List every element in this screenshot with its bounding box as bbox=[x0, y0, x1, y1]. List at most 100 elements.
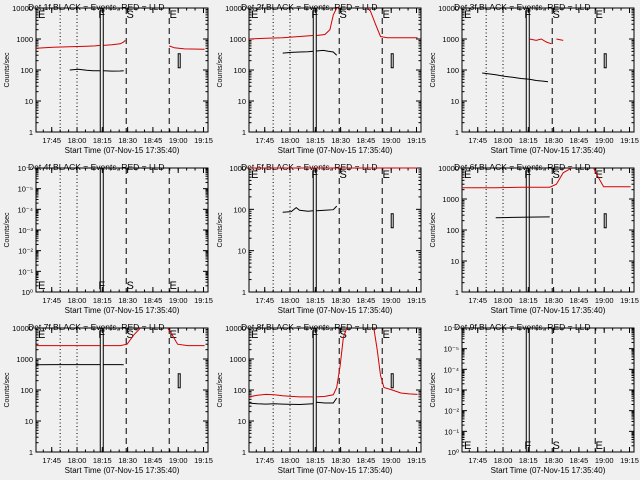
x-tick-label: 18:15 bbox=[93, 136, 112, 145]
y-axis-title: Counts/sec bbox=[430, 372, 437, 408]
series-events-line bbox=[495, 216, 550, 219]
y-tick-label: 10⁻⁵ bbox=[444, 345, 459, 354]
series-lld-line bbox=[366, 7, 418, 39]
x-tick-label: 19:00 bbox=[595, 136, 614, 145]
marker-label-e: E bbox=[596, 440, 603, 452]
x-tick-label: 19:00 bbox=[382, 456, 401, 465]
x-tick-label: 18:30 bbox=[118, 136, 137, 145]
y-tick-label: 10000 bbox=[12, 4, 33, 13]
marker-label-e: E bbox=[170, 9, 177, 21]
y-tick-label: 10 bbox=[238, 417, 246, 426]
y-tick-label: 10⁰ bbox=[22, 288, 33, 297]
panel-title: Det 2f BLACK = Events, RED = LLD bbox=[241, 2, 378, 12]
y-tick-label: 10⁻³ bbox=[444, 386, 459, 395]
x-tick-label: 17:45 bbox=[255, 456, 274, 465]
series-events-line bbox=[248, 402, 314, 406]
x-tick-label: 18:30 bbox=[118, 296, 137, 305]
marker-label-e: E bbox=[464, 440, 471, 452]
marker-label-e: E bbox=[596, 9, 603, 21]
y-tick-label: 10⁻³ bbox=[18, 226, 33, 235]
x-tick-label: 17:45 bbox=[255, 296, 274, 305]
y-tick-label: 100 bbox=[446, 226, 459, 235]
marker-label-f: F bbox=[524, 9, 531, 21]
x-tick-label: 18:30 bbox=[331, 296, 350, 305]
x-axis-title: Start Time (07-Nov-15 17:35:40) bbox=[278, 306, 393, 315]
panel-title: Det 8f BLACK = Events, RED = LLD bbox=[241, 322, 378, 332]
series-events-line bbox=[316, 397, 338, 404]
x-tick-label: 19:15 bbox=[620, 136, 639, 145]
series-lld-line bbox=[103, 327, 141, 347]
x-tick-label: 18:45 bbox=[144, 296, 163, 305]
y-tick-label: 1000 bbox=[442, 195, 459, 204]
spike-glyph bbox=[603, 213, 607, 229]
marker-label-s: S bbox=[340, 169, 347, 181]
x-tick-label: 18:45 bbox=[144, 456, 163, 465]
y-tick-label: 100 bbox=[233, 205, 246, 214]
marker-label-e: E bbox=[251, 9, 258, 21]
y-tick-label: 1 bbox=[242, 448, 246, 457]
y-tick-label: 10⁻² bbox=[18, 247, 33, 256]
x-tick-label: 18:30 bbox=[544, 456, 563, 465]
x-tick-label: 18:15 bbox=[519, 456, 538, 465]
panel-det-9f: Det 9f BLACK = Events, RED = LLD 10⁰ 10⁻¹ 1… bbox=[430, 322, 639, 475]
y-axis-title: Counts/sec bbox=[217, 372, 224, 408]
x-tick-label: 18:45 bbox=[357, 296, 376, 305]
x-tick-label: 18:45 bbox=[357, 456, 376, 465]
y-tick-label: 100 bbox=[233, 66, 246, 75]
y-tick-label: 10 bbox=[451, 257, 459, 266]
plot-frame bbox=[461, 7, 635, 133]
series-events-line bbox=[316, 49, 338, 56]
x-axis-title: Start Time (07-Nov-15 17:35:40) bbox=[491, 466, 606, 475]
x-tick-label: 18:00 bbox=[68, 296, 87, 305]
x-tick-label: 18:15 bbox=[93, 456, 112, 465]
y-tick-label: 10⁰ bbox=[448, 448, 459, 457]
marker-label-e: E bbox=[383, 329, 390, 341]
series-events-line bbox=[482, 72, 549, 83]
x-tick-label: 18:00 bbox=[494, 296, 513, 305]
panel-title: Det 5f BLACK = Events, RED = LLD bbox=[241, 162, 378, 172]
series-lld-line bbox=[167, 327, 205, 347]
y-tick-label: 10000 bbox=[225, 324, 246, 333]
x-axis-title: Start Time (07-Nov-15 17:35:40) bbox=[278, 146, 393, 155]
x-tick-label: 18:15 bbox=[93, 296, 112, 305]
x-tick-label: 17:45 bbox=[42, 296, 61, 305]
y-axis-title: Counts/sec bbox=[217, 52, 224, 88]
marker-label-s: S bbox=[553, 440, 560, 452]
x-tick-label: 18:45 bbox=[144, 136, 163, 145]
panel-title: Det 3f BLACK = Events, RED = LLD bbox=[454, 2, 591, 12]
y-tick-label: 10000 bbox=[438, 164, 459, 173]
marker-label-s: S bbox=[127, 329, 134, 341]
y-tick-label: 100 bbox=[20, 386, 33, 395]
marker-label-e: E bbox=[464, 9, 471, 21]
y-tick-label: 10 bbox=[25, 417, 33, 426]
marker-label-s: S bbox=[127, 9, 134, 21]
marker-label-e: E bbox=[383, 169, 390, 181]
y-tick-label: 10⁻¹ bbox=[18, 267, 33, 276]
panel-det-7f: Det 7f BLACK = Events, RED = LLD 1 10 100 10… bbox=[4, 322, 213, 475]
y-tick-label: 100 bbox=[20, 66, 33, 75]
marker-label-f: F bbox=[98, 9, 105, 21]
panel-title: Det 4f BLACK = Events, RED = LLD bbox=[28, 162, 165, 172]
marker-label-f: F bbox=[524, 169, 531, 181]
x-tick-label: 19:00 bbox=[169, 136, 188, 145]
marker-label-f: F bbox=[311, 169, 318, 181]
plot-frame bbox=[35, 167, 209, 293]
marker-label-f: F bbox=[98, 329, 105, 341]
y-tick-label: 10⁻² bbox=[444, 407, 459, 416]
x-tick-label: 19:00 bbox=[595, 456, 614, 465]
y-tick-label: 10 bbox=[451, 97, 459, 106]
marker-label-e: E bbox=[38, 280, 45, 292]
x-tick-label: 18:00 bbox=[281, 296, 300, 305]
x-tick-label: 19:15 bbox=[407, 296, 426, 305]
marker-label-e: E bbox=[170, 280, 177, 292]
x-tick-label: 19:00 bbox=[169, 296, 188, 305]
x-tick-label: 18:15 bbox=[519, 136, 538, 145]
panel-det-4f: Det 4f BLACK = Events, RED = LLD 10⁰ 10⁻¹ 1… bbox=[4, 162, 213, 315]
y-tick-label: 10⁻⁴ bbox=[443, 365, 459, 374]
panel-title: Det 7f BLACK = Events, RED = LLD bbox=[28, 322, 165, 332]
marker-label-e: E bbox=[38, 329, 45, 341]
x-tick-label: 18:45 bbox=[357, 136, 376, 145]
y-tick-label: 10⁻⁴ bbox=[17, 205, 33, 214]
series-lld-line bbox=[169, 45, 205, 50]
